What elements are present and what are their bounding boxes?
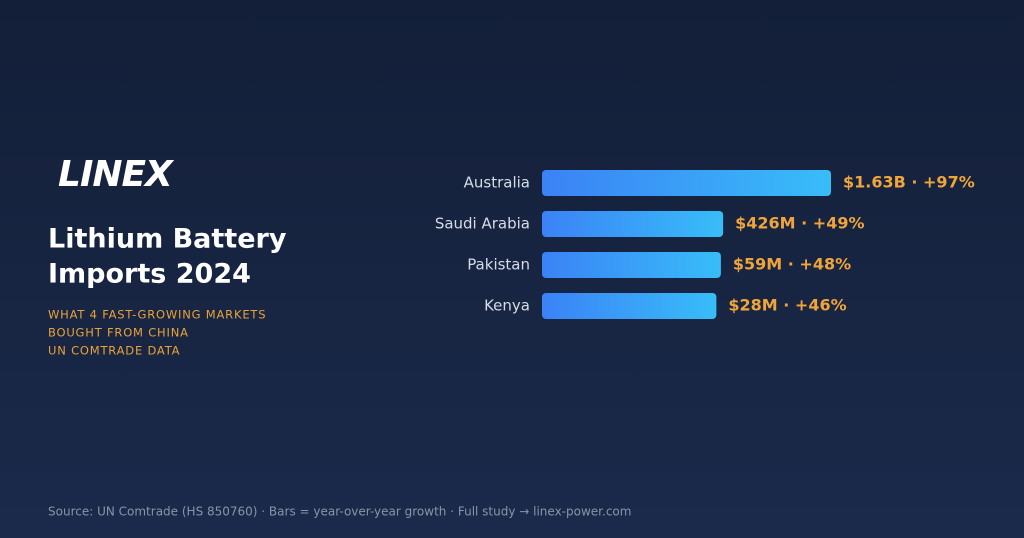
category-label: Australia bbox=[464, 174, 530, 192]
value-label: $426M · +49% bbox=[735, 214, 864, 233]
category-label: Kenya bbox=[484, 297, 530, 315]
subtitle: UN COMTRADE DATA bbox=[48, 344, 180, 358]
bar bbox=[542, 252, 721, 278]
subtitle: WHAT 4 FAST-GROWING MARKETS bbox=[48, 308, 266, 322]
value-label: $1.63B · +97% bbox=[843, 173, 975, 192]
chart-title: Imports 2024 bbox=[48, 259, 251, 290]
bar bbox=[542, 170, 831, 196]
category-label: Saudi Arabia bbox=[435, 215, 530, 233]
logo: LINEX bbox=[58, 154, 175, 195]
value-label: $59M · +48% bbox=[733, 255, 851, 274]
source-note: Source: UN Comtrade (HS 850760) · Bars =… bbox=[48, 505, 631, 519]
category-label: Pakistan bbox=[467, 256, 530, 274]
chart-title: Lithium Battery bbox=[48, 224, 287, 255]
value-label: $28M · +46% bbox=[728, 296, 846, 315]
subtitle: BOUGHT FROM CHINA bbox=[48, 326, 189, 340]
bar-group: Australia $1.63B · +97% Saudi Arabia $426M … bbox=[435, 170, 975, 319]
bar bbox=[542, 293, 717, 319]
bar bbox=[542, 211, 724, 237]
